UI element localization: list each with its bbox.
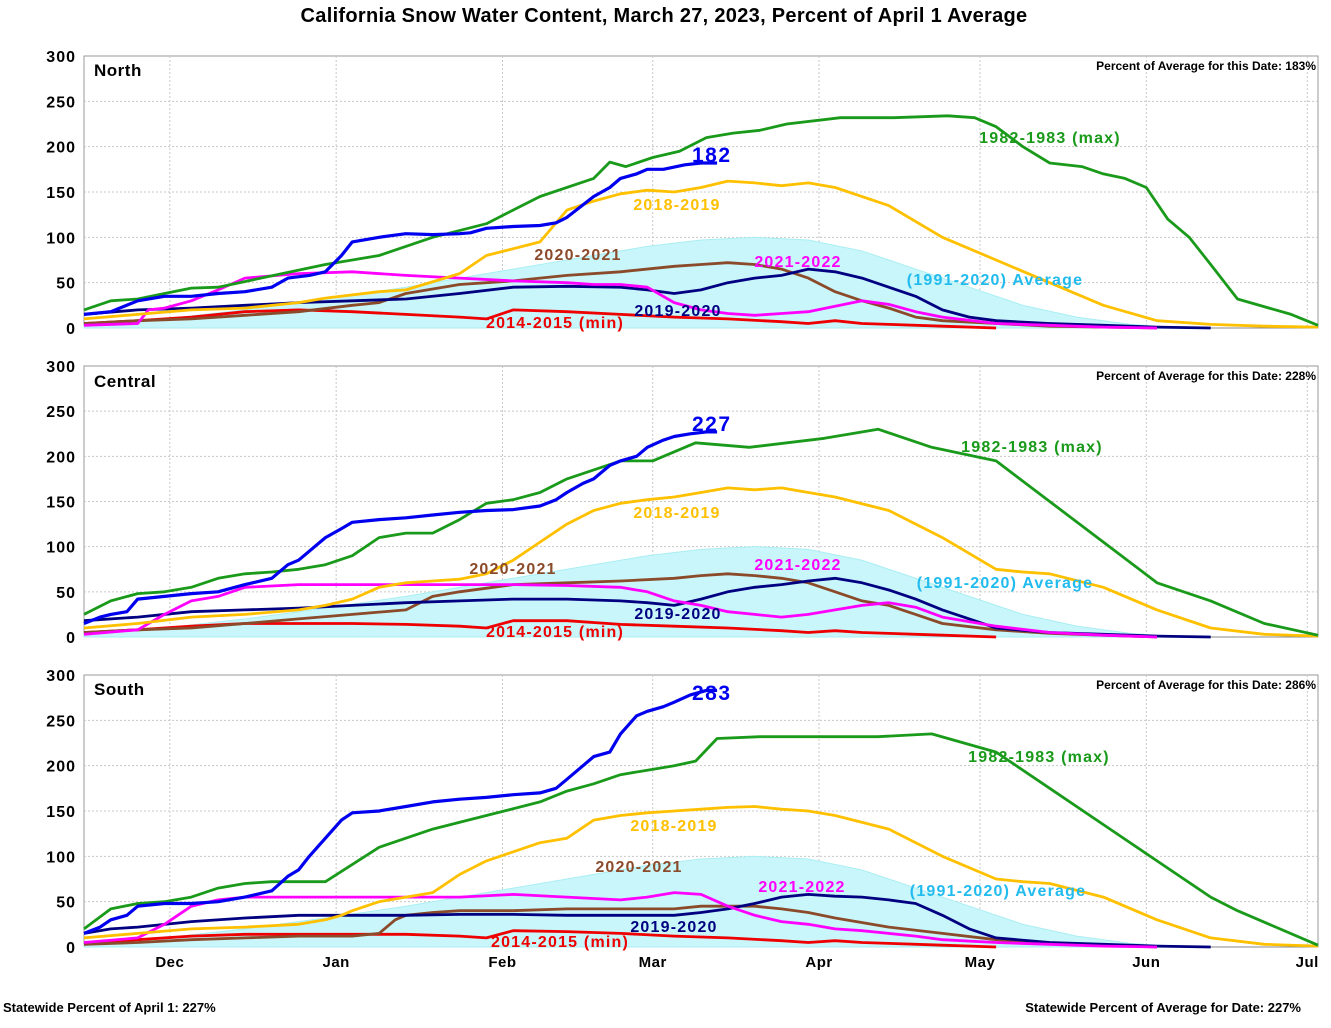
current-value-label: 283: [692, 682, 732, 705]
panel-central: 0 50 100 150 200 250 300 1982-1983 (max) 2018-20…: [46, 359, 1319, 647]
current-value-label: 227: [692, 413, 732, 436]
y-tick-label: 250: [46, 713, 76, 730]
label-average: (1991-2020) Average: [917, 575, 1093, 592]
y-tick-label: 250: [46, 404, 76, 421]
region-label: Central: [94, 372, 156, 391]
region-label: North: [94, 61, 142, 80]
series-wy2022-line: [83, 583, 1158, 639]
label-wy2021: 2020-2021: [469, 561, 556, 578]
y-tick-label: 50: [56, 585, 76, 602]
series-max-line: [83, 114, 1319, 327]
y-tick-label: 0: [66, 940, 76, 957]
chart-title: California Snow Water Content, March 27,…: [301, 5, 1028, 27]
series-current-line: [83, 161, 718, 316]
y-tick-label: 150: [46, 804, 76, 821]
series-min-line: [83, 929, 997, 949]
y-tick-label: 100: [46, 230, 76, 247]
x-tick-label: Mar: [639, 954, 667, 971]
statewide-date-footer: Statewide Percent of Average for Date: 2…: [1025, 1000, 1301, 1015]
series-wy2020-line: [83, 893, 1211, 949]
label-min: 2014-2015 (min): [486, 624, 624, 641]
panel-south: 0 50 100 150 200 250 300 1982-1983 (max) 2018-20…: [46, 668, 1319, 957]
current-value-label: 182: [692, 144, 732, 167]
label-max: 1982-1983 (max): [968, 749, 1110, 766]
region-label: South: [94, 680, 145, 699]
label-max: 1982-1983 (max): [979, 130, 1121, 147]
label-wy2020: 2019-2020: [634, 303, 721, 320]
x-tick-label: Feb: [488, 954, 516, 971]
label-wy2022: 2021-2022: [754, 254, 841, 271]
panel-north: 0 50 100 150 200 250 300 1982-1983 (max) 2018-20…: [46, 49, 1319, 338]
series-wy2020-line: [83, 267, 1211, 330]
label-wy2021: 2020-2021: [534, 247, 621, 264]
y-tick-label: 100: [46, 540, 76, 557]
y-tick-label: 300: [46, 359, 76, 376]
y-tick-label: 150: [46, 495, 76, 512]
label-wy2019: 2018-2019: [630, 818, 717, 835]
label-average: (1991-2020) Average: [907, 272, 1083, 289]
series-wy2019-line: [83, 179, 1319, 329]
series-min-line: [83, 619, 997, 639]
pct-of-date: Percent of Average for this Date: 183%: [1096, 59, 1316, 73]
series-current-line: [83, 430, 718, 625]
label-wy2019: 2018-2019: [633, 197, 720, 214]
label-wy2020: 2019-2020: [634, 606, 721, 623]
label-min: 2014-2015 (min): [486, 315, 624, 332]
x-tick-label: Apr: [805, 954, 832, 971]
y-tick-label: 300: [46, 668, 76, 685]
y-tick-label: 0: [66, 630, 76, 647]
series-wy2019-line: [83, 805, 1319, 948]
statewide-april1-footer: Statewide Percent of April 1: 227%: [3, 1000, 216, 1015]
x-tick-label: May: [965, 954, 996, 971]
y-tick-label: 200: [46, 140, 76, 157]
y-tick-label: 0: [66, 321, 76, 338]
pct-of-date: Percent of Average for this Date: 286%: [1096, 678, 1316, 692]
series-max-line: [83, 732, 1319, 947]
y-tick-label: 250: [46, 94, 76, 111]
series-max-line: [83, 427, 1319, 637]
label-wy2019: 2018-2019: [633, 505, 720, 522]
y-tick-label: 50: [56, 895, 76, 912]
label-max: 1982-1983 (max): [961, 439, 1103, 456]
y-tick-label: 200: [46, 759, 76, 776]
pct-of-date: Percent of Average for this Date: 228%: [1096, 369, 1316, 383]
x-tick-label: Jan: [322, 954, 349, 971]
x-tick-label: Jul: [1296, 954, 1319, 971]
label-wy2021: 2020-2021: [595, 859, 682, 876]
label-average: (1991-2020) Average: [910, 883, 1086, 900]
series-wy2021-line: [83, 904, 1158, 949]
y-tick-label: 100: [46, 849, 76, 866]
series-wy2019-line: [83, 486, 1319, 638]
y-tick-label: 300: [46, 49, 76, 66]
x-tick-label: Dec: [155, 954, 184, 971]
label-min: 2014-2015 (min): [491, 934, 629, 951]
y-tick-label: 200: [46, 449, 76, 466]
series-wy2022-line: [83, 270, 1158, 330]
series-min-line: [83, 308, 997, 330]
y-tick-label: 150: [46, 185, 76, 202]
label-wy2022: 2021-2022: [758, 879, 845, 896]
y-tick-label: 50: [56, 276, 76, 293]
series-current-line: [83, 688, 718, 935]
series-wy2021-line: [83, 572, 1158, 639]
series-wy2021-line: [83, 261, 1158, 330]
label-wy2020: 2019-2020: [630, 919, 717, 936]
x-tick-label: Jun: [1132, 954, 1160, 971]
label-wy2022: 2021-2022: [754, 557, 841, 574]
